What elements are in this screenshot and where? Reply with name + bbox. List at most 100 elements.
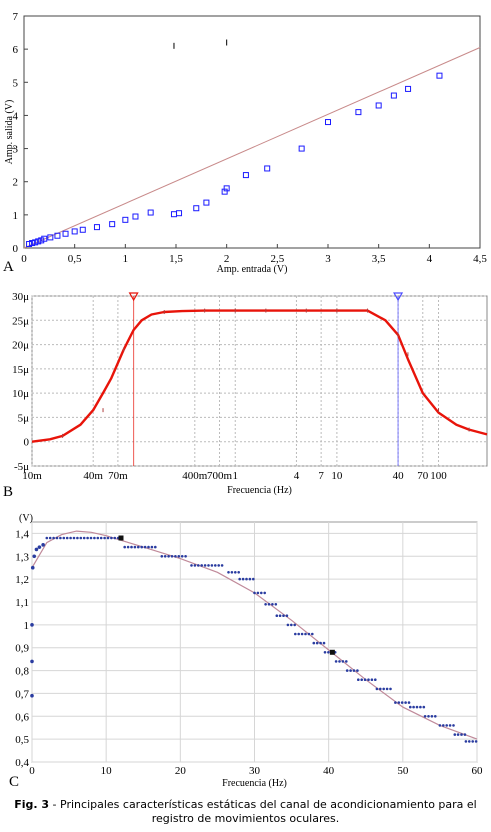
highlight-point	[329, 649, 335, 655]
step-segment	[423, 715, 437, 718]
step-dot	[267, 603, 271, 606]
data-point	[37, 545, 42, 549]
step-dot	[137, 545, 140, 549]
cursor-marker	[128, 292, 139, 302]
data-point	[71, 228, 78, 235]
step-dot	[113, 536, 117, 540]
x-tick-label: 0	[29, 765, 35, 777]
step-dot	[210, 564, 214, 567]
step-dot	[311, 632, 314, 636]
y-axis-label: (V)	[19, 513, 33, 524]
step-dot	[442, 724, 445, 727]
step-dot	[220, 564, 224, 567]
y-tick-label: 20μ	[12, 340, 29, 352]
step-dot	[52, 536, 55, 540]
x-tick-label: 10	[101, 765, 113, 777]
x-tick-label: 2,5	[270, 253, 284, 265]
y-tick-label: 0,8	[15, 666, 29, 678]
step-dot	[282, 614, 285, 617]
step-dot	[357, 678, 360, 681]
step-dot	[160, 555, 164, 558]
data-point	[203, 199, 210, 206]
y-tick-label: 25μ	[12, 315, 29, 327]
step-dot	[319, 641, 322, 645]
step-dot	[360, 678, 364, 681]
step-dot	[174, 555, 177, 558]
caption-label: Fig. 3	[14, 798, 50, 811]
x-tick-label: 3,5	[372, 253, 386, 265]
step-dot	[438, 724, 442, 727]
step-dot	[374, 678, 377, 681]
data-point	[32, 554, 37, 559]
step-dot	[427, 715, 430, 718]
step-dot	[253, 591, 256, 595]
x-tick-label: 4,5	[473, 253, 487, 265]
data-point	[193, 205, 200, 212]
chart-a: 0 0,5 1 1,5 2 2,5 3 3,5 4 4,5 0 1 2 3 4 5 6 7 Amp. entrada…	[3, 11, 487, 275]
step-segment	[438, 724, 455, 727]
step-dot	[45, 536, 49, 540]
x-tick-label: 0,5	[68, 253, 82, 265]
step-dot	[190, 564, 193, 567]
step-dot	[227, 571, 230, 574]
data-point	[30, 623, 34, 627]
step-segment	[264, 603, 278, 606]
y-axis-label: Amp. salida (V)	[4, 100, 15, 165]
step-segment	[45, 536, 120, 540]
y-tick-label: 1,3	[15, 551, 29, 563]
data-point	[325, 119, 331, 126]
step-dot	[448, 724, 452, 727]
step-dot	[286, 623, 290, 627]
y-tick-label: 1	[13, 210, 19, 222]
step-dot	[389, 687, 392, 691]
x-tick-label: 30	[249, 765, 261, 777]
step-dot	[471, 740, 475, 743]
step-dot	[294, 632, 297, 636]
data-point	[32, 239, 39, 246]
step-dot	[110, 536, 113, 540]
step-dot	[334, 660, 338, 663]
y-tick-label: 0,9	[15, 643, 29, 655]
y-tick-label: 0	[24, 437, 30, 449]
step-dot	[394, 701, 397, 704]
step-segment	[345, 669, 359, 672]
step-dot	[285, 614, 289, 617]
data-point	[35, 238, 42, 245]
step-dot	[214, 564, 217, 567]
x-tick-label: 10m	[22, 470, 42, 482]
step-dot	[452, 724, 455, 727]
y-tick-label: 6	[13, 44, 19, 56]
step-dot	[234, 571, 237, 574]
cursor-marker	[393, 292, 404, 302]
step-dot	[412, 705, 415, 709]
step-dot	[72, 536, 76, 540]
step-dot	[143, 545, 147, 549]
step-dot	[290, 623, 293, 627]
x-tick-label: 20	[175, 765, 187, 777]
step-dot	[103, 536, 106, 540]
step-dot	[349, 669, 352, 672]
step-dot	[375, 687, 379, 691]
step-dot	[338, 660, 341, 663]
step-segment	[275, 614, 289, 617]
step-dot	[133, 545, 137, 549]
step-dot	[163, 555, 167, 558]
caption-text: - Principales características estáticas …	[49, 798, 477, 825]
step-dot	[89, 536, 93, 540]
step-dot	[304, 632, 307, 636]
step-dot	[241, 577, 245, 581]
step-dot	[180, 555, 184, 558]
step-dot	[312, 641, 316, 645]
step-segment	[375, 687, 392, 691]
data-point	[109, 221, 116, 228]
data-point	[79, 226, 86, 233]
chart-b: 10m 40m 70m 400m 700m 1 4 7 10 40 70 100 -5μ 0 5μ 10μ 15…	[3, 291, 488, 500]
panel-letter-c: C	[9, 774, 19, 790]
step-dot	[86, 536, 89, 540]
step-dot	[275, 614, 279, 617]
step-dot	[407, 701, 411, 704]
x-tick-label: 70	[417, 470, 429, 482]
x-tick-label: 60	[472, 765, 484, 777]
step-dot	[271, 603, 274, 606]
x-tick-label: 40m	[83, 470, 103, 482]
